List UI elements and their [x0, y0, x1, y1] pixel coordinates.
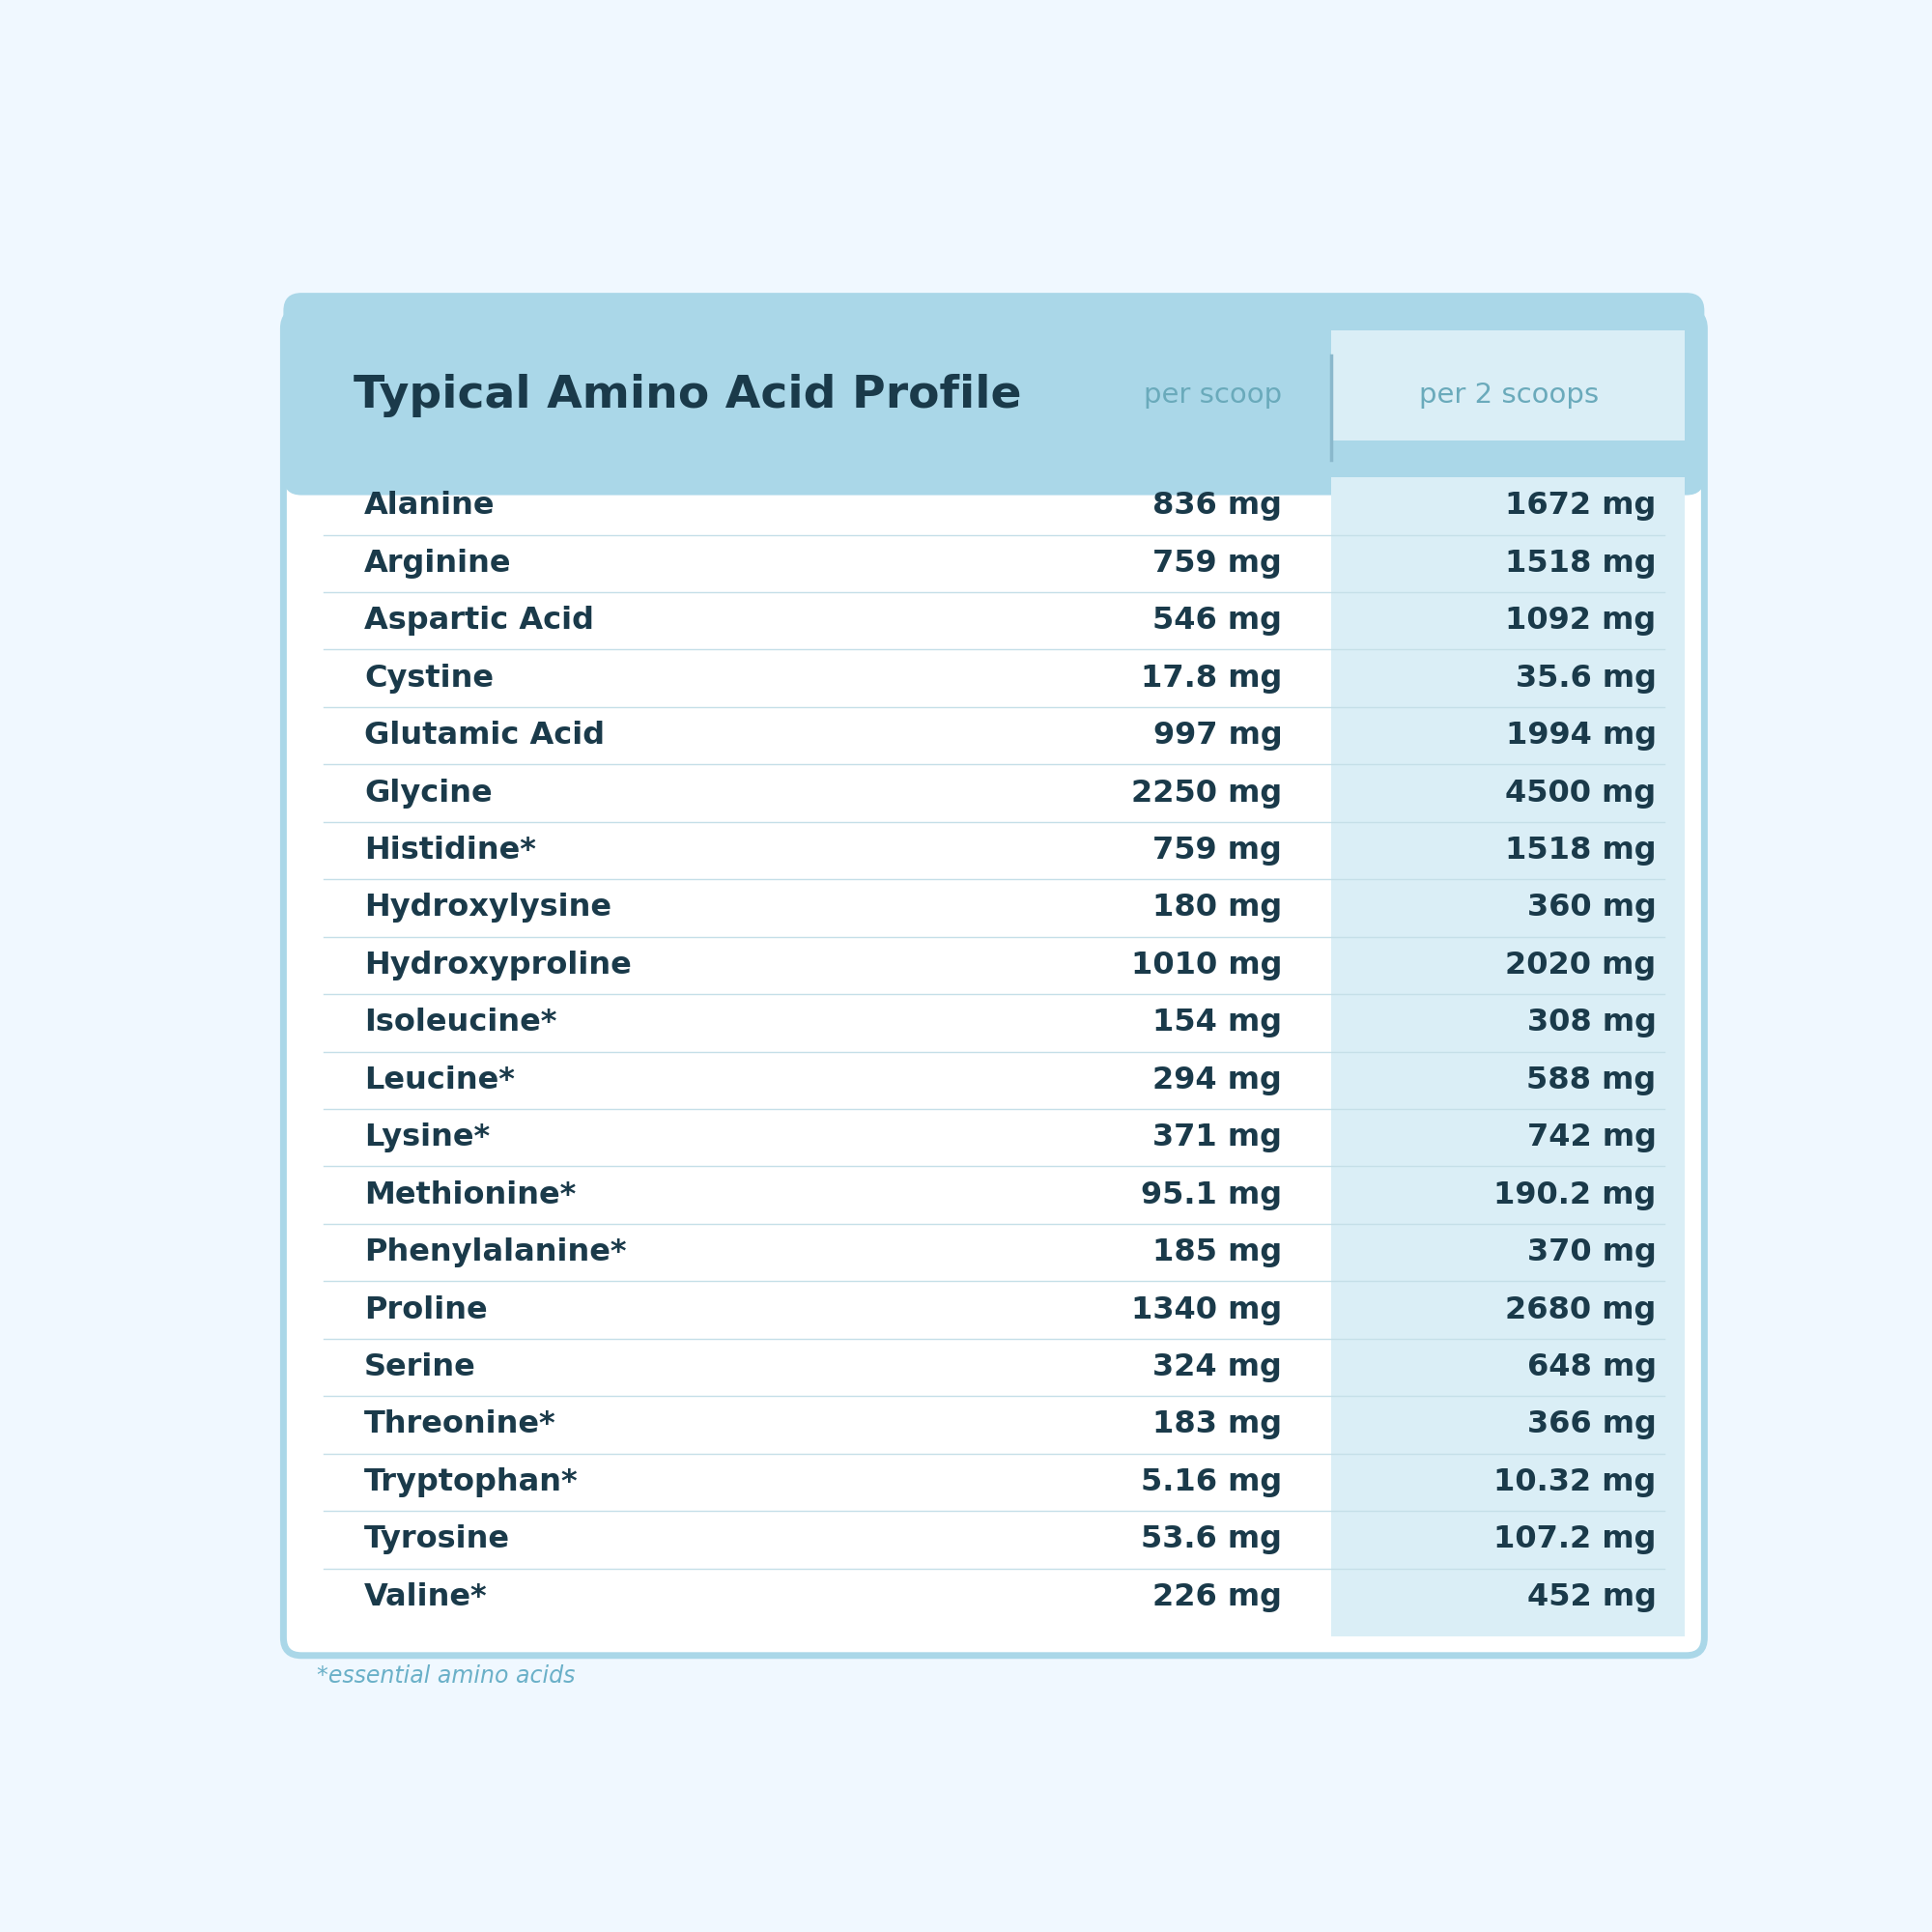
Text: 1994 mg: 1994 mg	[1505, 721, 1656, 752]
Text: Threonine*: Threonine*	[365, 1410, 556, 1439]
Text: 154 mg: 154 mg	[1153, 1009, 1283, 1037]
Text: 10.32 mg: 10.32 mg	[1493, 1466, 1656, 1497]
Text: Leucine*: Leucine*	[365, 1065, 514, 1095]
Text: 371 mg: 371 mg	[1153, 1122, 1283, 1153]
Text: 366 mg: 366 mg	[1526, 1410, 1656, 1439]
Text: Phenylalanine*: Phenylalanine*	[365, 1238, 626, 1267]
Text: 35.6 mg: 35.6 mg	[1515, 663, 1656, 694]
Text: 107.2 mg: 107.2 mg	[1493, 1524, 1656, 1555]
Text: Tryptophan*: Tryptophan*	[365, 1466, 578, 1497]
Text: 370 mg: 370 mg	[1526, 1238, 1656, 1267]
Text: Glycine: Glycine	[365, 779, 493, 808]
Text: 180 mg: 180 mg	[1151, 893, 1283, 923]
Text: Histidine*: Histidine*	[365, 835, 535, 866]
Text: 1518 mg: 1518 mg	[1505, 549, 1656, 578]
Text: 1340 mg: 1340 mg	[1132, 1294, 1283, 1325]
Text: Isoleucine*: Isoleucine*	[365, 1009, 556, 1037]
Text: 2020 mg: 2020 mg	[1505, 951, 1656, 980]
Text: 294 mg: 294 mg	[1153, 1065, 1283, 1095]
Text: 1010 mg: 1010 mg	[1130, 951, 1283, 980]
Text: 95.1 mg: 95.1 mg	[1142, 1180, 1283, 1209]
Text: 226 mg: 226 mg	[1153, 1582, 1283, 1611]
Text: 2250 mg: 2250 mg	[1132, 779, 1283, 808]
FancyBboxPatch shape	[284, 311, 1704, 1656]
Text: 648 mg: 648 mg	[1526, 1352, 1656, 1381]
Text: 546 mg: 546 mg	[1153, 607, 1283, 636]
Text: Tyrosine: Tyrosine	[365, 1524, 510, 1555]
Text: Alanine: Alanine	[365, 491, 495, 522]
Text: 452 mg: 452 mg	[1526, 1582, 1656, 1611]
Text: 17.8 mg: 17.8 mg	[1140, 663, 1283, 694]
Text: Valine*: Valine*	[365, 1582, 487, 1611]
Text: 308 mg: 308 mg	[1526, 1009, 1656, 1037]
Text: 53.6 mg: 53.6 mg	[1142, 1524, 1283, 1555]
Text: 324 mg: 324 mg	[1153, 1352, 1283, 1381]
Text: 1518 mg: 1518 mg	[1505, 835, 1656, 866]
Text: 997 mg: 997 mg	[1153, 721, 1283, 752]
Text: 4500 mg: 4500 mg	[1505, 779, 1656, 808]
Text: per scoop: per scoop	[1144, 383, 1283, 410]
Text: Serine: Serine	[365, 1352, 475, 1381]
Text: Lysine*: Lysine*	[365, 1122, 491, 1153]
Text: Cystine: Cystine	[365, 663, 495, 694]
Text: 190.2 mg: 190.2 mg	[1493, 1180, 1656, 1209]
Text: Arginine: Arginine	[365, 549, 512, 578]
Text: Proline: Proline	[365, 1294, 487, 1325]
Text: *essential amino acids: *essential amino acids	[317, 1665, 574, 1689]
Text: 360 mg: 360 mg	[1526, 893, 1656, 923]
Text: 1672 mg: 1672 mg	[1505, 491, 1656, 522]
Text: 1092 mg: 1092 mg	[1505, 607, 1656, 636]
Bar	[303, 440, 1685, 477]
Text: 5.16 mg: 5.16 mg	[1140, 1466, 1283, 1497]
Text: 183 mg: 183 mg	[1153, 1410, 1283, 1439]
Text: Glutamic Acid: Glutamic Acid	[365, 721, 605, 752]
Text: 2680 mg: 2680 mg	[1505, 1294, 1656, 1325]
Bar	[1331, 330, 1685, 1636]
Text: Aspartic Acid: Aspartic Acid	[365, 607, 595, 636]
Text: 759 mg: 759 mg	[1153, 549, 1283, 578]
Text: Typical Amino Acid Profile: Typical Amino Acid Profile	[354, 373, 1022, 417]
Text: 836 mg: 836 mg	[1153, 491, 1283, 522]
Text: Methionine*: Methionine*	[365, 1180, 576, 1209]
Text: 588 mg: 588 mg	[1526, 1065, 1656, 1095]
Text: 742 mg: 742 mg	[1526, 1122, 1656, 1153]
Text: Hydroxyproline: Hydroxyproline	[365, 951, 632, 980]
Text: 185 mg: 185 mg	[1151, 1238, 1283, 1267]
Text: per 2 scoops: per 2 scoops	[1420, 383, 1600, 410]
FancyBboxPatch shape	[284, 294, 1704, 495]
Text: Hydroxylysine: Hydroxylysine	[365, 893, 612, 923]
Text: 759 mg: 759 mg	[1153, 835, 1283, 866]
